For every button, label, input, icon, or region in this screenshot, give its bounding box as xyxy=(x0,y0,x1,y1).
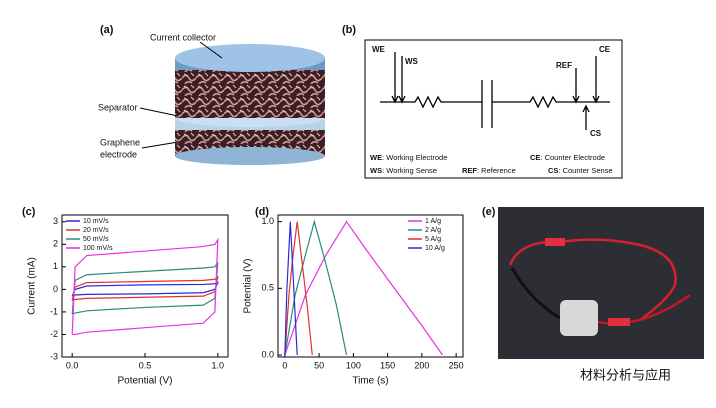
panel-label: (b) xyxy=(342,24,356,36)
y-axis-label: Current (mA) xyxy=(27,257,38,315)
legend-label: 5 A/g xyxy=(425,236,441,243)
legend-entry: CE: Counter Electrode xyxy=(530,153,605,162)
y-tick-label: 0 xyxy=(53,284,58,294)
y-tick-label: 1 xyxy=(53,261,58,271)
legend-label: 50 mV/s xyxy=(83,236,109,243)
x-tick-label: 50 xyxy=(314,360,324,370)
legend-label: 1 A/g xyxy=(425,218,441,225)
legend-text: : Counter Electrode xyxy=(540,153,605,162)
circuit-frame xyxy=(364,39,623,179)
plot-frame xyxy=(277,214,464,358)
terminal: CS xyxy=(590,129,602,138)
x-axis-label: Time (s) xyxy=(352,376,388,387)
pointer xyxy=(141,141,179,149)
legend-text: : Reference xyxy=(477,166,516,175)
legend-key: REF xyxy=(462,166,477,175)
panel-label: (a) xyxy=(100,24,114,36)
legend-label: 10 mV/s xyxy=(83,218,109,225)
data-line xyxy=(284,221,313,356)
terminal: CE xyxy=(599,45,611,54)
x-tick-label: 100 xyxy=(346,360,361,370)
panel-label: (d) xyxy=(255,206,269,218)
legend-key: CS xyxy=(548,166,558,175)
data-line xyxy=(71,281,219,297)
terminal: WE xyxy=(372,45,386,54)
annotation: Current collector xyxy=(150,32,216,42)
panel-label: (c) xyxy=(22,206,36,218)
annotation: Separator xyxy=(98,102,138,112)
y-tick-label: 2 xyxy=(53,239,58,249)
x-tick-label: 0.5 xyxy=(139,360,152,370)
data-line xyxy=(71,262,219,315)
y-tick-label: 0.0 xyxy=(261,349,274,359)
x-axis-label: Potential (V) xyxy=(117,376,172,387)
x-tick-label: 0.0 xyxy=(66,360,79,370)
y-tick-label: -1 xyxy=(50,306,58,316)
legend-entry: REF: Reference xyxy=(462,166,516,175)
circuit xyxy=(380,52,610,130)
legend-key: CE xyxy=(530,153,540,162)
data-line xyxy=(284,219,348,356)
data-line xyxy=(284,220,443,356)
y-tick-label: -3 xyxy=(50,351,58,361)
annotation: Graphene xyxy=(100,137,140,147)
watermark: 材料分析与应用 xyxy=(580,367,671,382)
device-photo xyxy=(498,207,704,359)
legend-entry: CS: Counter Sense xyxy=(548,166,613,175)
legend-label: 20 mV/s xyxy=(83,227,109,234)
data-line xyxy=(71,275,219,302)
terminal: WS xyxy=(405,57,419,66)
x-tick-label: 200 xyxy=(414,360,429,370)
x-tick-label: 150 xyxy=(380,360,395,370)
pointer xyxy=(199,41,223,59)
x-tick-label: 0 xyxy=(282,360,287,370)
legend-entry: WS: Working Sense xyxy=(370,166,437,175)
legend-key: WE xyxy=(370,153,382,162)
legend-text: : Working Electrode xyxy=(382,153,447,162)
legend-key: WS xyxy=(370,166,382,175)
legend-entry: WE: Working Electrode xyxy=(370,153,447,162)
panel-label: (e) xyxy=(482,206,496,218)
pointer xyxy=(139,107,179,117)
x-tick-label: 1.0 xyxy=(212,360,225,370)
legend-label: 10 A/g xyxy=(425,245,445,252)
y-tick-label: 1.0 xyxy=(261,216,274,226)
circuit-legend: WE: Working Electrode CE: Counter Electro… xyxy=(370,153,613,175)
legend-label: 100 mV/s xyxy=(83,245,113,252)
legend-text: : Counter Sense xyxy=(558,166,612,175)
legend-label: 2 A/g xyxy=(425,227,441,234)
x-tick-label: 250 xyxy=(449,360,464,370)
legend-text: : Working Sense xyxy=(382,166,437,175)
y-tick-label: 0.5 xyxy=(261,283,274,293)
data-line xyxy=(284,221,298,356)
data-line xyxy=(71,237,219,336)
annotation: electrode xyxy=(100,149,137,159)
terminal: REF xyxy=(556,61,572,70)
y-tick-label: -2 xyxy=(50,329,58,339)
y-axis-label: Potential (V) xyxy=(243,258,254,313)
cell-illustration xyxy=(175,44,325,165)
y-tick-label: 3 xyxy=(53,216,58,226)
